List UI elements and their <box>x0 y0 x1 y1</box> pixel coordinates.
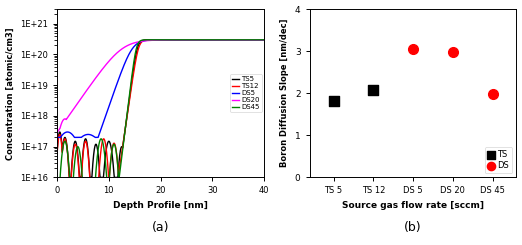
DS45 <box>152 38 159 41</box>
DS45 <box>194 38 200 41</box>
TS12 <box>152 38 159 41</box>
TS12 <box>261 38 267 41</box>
DS5 <box>141 39 147 42</box>
Y-axis label: Boron Diffusion Slope [nm/dec]: Boron Diffusion Slope [nm/dec] <box>280 19 289 168</box>
Text: (a): (a) <box>152 221 169 234</box>
TS5 <box>244 38 251 41</box>
Line: DS5: DS5 <box>57 40 264 137</box>
DS45 <box>143 38 149 41</box>
Legend: TS, DS: TS, DS <box>485 147 512 173</box>
DS45 <box>255 38 261 41</box>
Text: (b): (b) <box>404 221 422 234</box>
TS5 <box>200 38 207 41</box>
TS12 <box>207 38 213 41</box>
TS12 <box>255 38 261 41</box>
TS12 <box>54 151 60 154</box>
Line: DS45: DS45 <box>57 40 264 187</box>
DS20 <box>254 38 260 41</box>
DS5 <box>244 38 251 41</box>
DS45 <box>244 38 251 41</box>
DS5 <box>204 38 210 41</box>
TS12 <box>244 38 251 41</box>
Legend: TS5, TS12, DS5, DS20, DS45: TS5, TS12, DS5, DS20, DS45 <box>230 74 262 112</box>
DS20 <box>54 131 60 134</box>
DS20 <box>244 38 251 41</box>
Line: TS12: TS12 <box>57 40 264 180</box>
Line: TS5: TS5 <box>57 40 264 177</box>
DS5 <box>152 38 159 41</box>
DS20 <box>261 38 267 41</box>
TS <box>369 88 377 92</box>
TS <box>329 99 338 103</box>
TS12 <box>141 39 147 42</box>
DS <box>409 47 417 51</box>
Line: DS20: DS20 <box>57 40 264 133</box>
DS20 <box>143 39 149 42</box>
DS20 <box>141 39 147 42</box>
DS45 <box>141 38 147 41</box>
TS5 <box>152 38 159 41</box>
TS12 <box>143 39 149 42</box>
DS5 <box>143 39 149 42</box>
X-axis label: Depth Profile [nm]: Depth Profile [nm] <box>113 201 208 210</box>
DS <box>489 93 497 97</box>
DS5 <box>54 136 60 139</box>
TS5 <box>204 38 210 41</box>
TS5 <box>261 38 267 41</box>
DS5 <box>261 38 267 41</box>
DS20 <box>152 39 159 42</box>
TS12 <box>66 179 73 182</box>
TS5 <box>54 149 60 152</box>
TS5 <box>255 38 261 41</box>
X-axis label: Source gas flow rate [sccm]: Source gas flow rate [sccm] <box>342 201 484 210</box>
TS5 <box>66 176 73 179</box>
DS20 <box>204 38 210 41</box>
DS45 <box>261 38 267 41</box>
TS5 <box>143 38 149 41</box>
DS45 <box>204 38 210 41</box>
TS12 <box>204 38 210 41</box>
DS <box>448 50 457 54</box>
TS5 <box>141 39 147 42</box>
DS45 <box>54 185 60 188</box>
DS5 <box>254 38 260 41</box>
Y-axis label: Concentration [atomic/cm3]: Concentration [atomic/cm3] <box>6 27 15 159</box>
